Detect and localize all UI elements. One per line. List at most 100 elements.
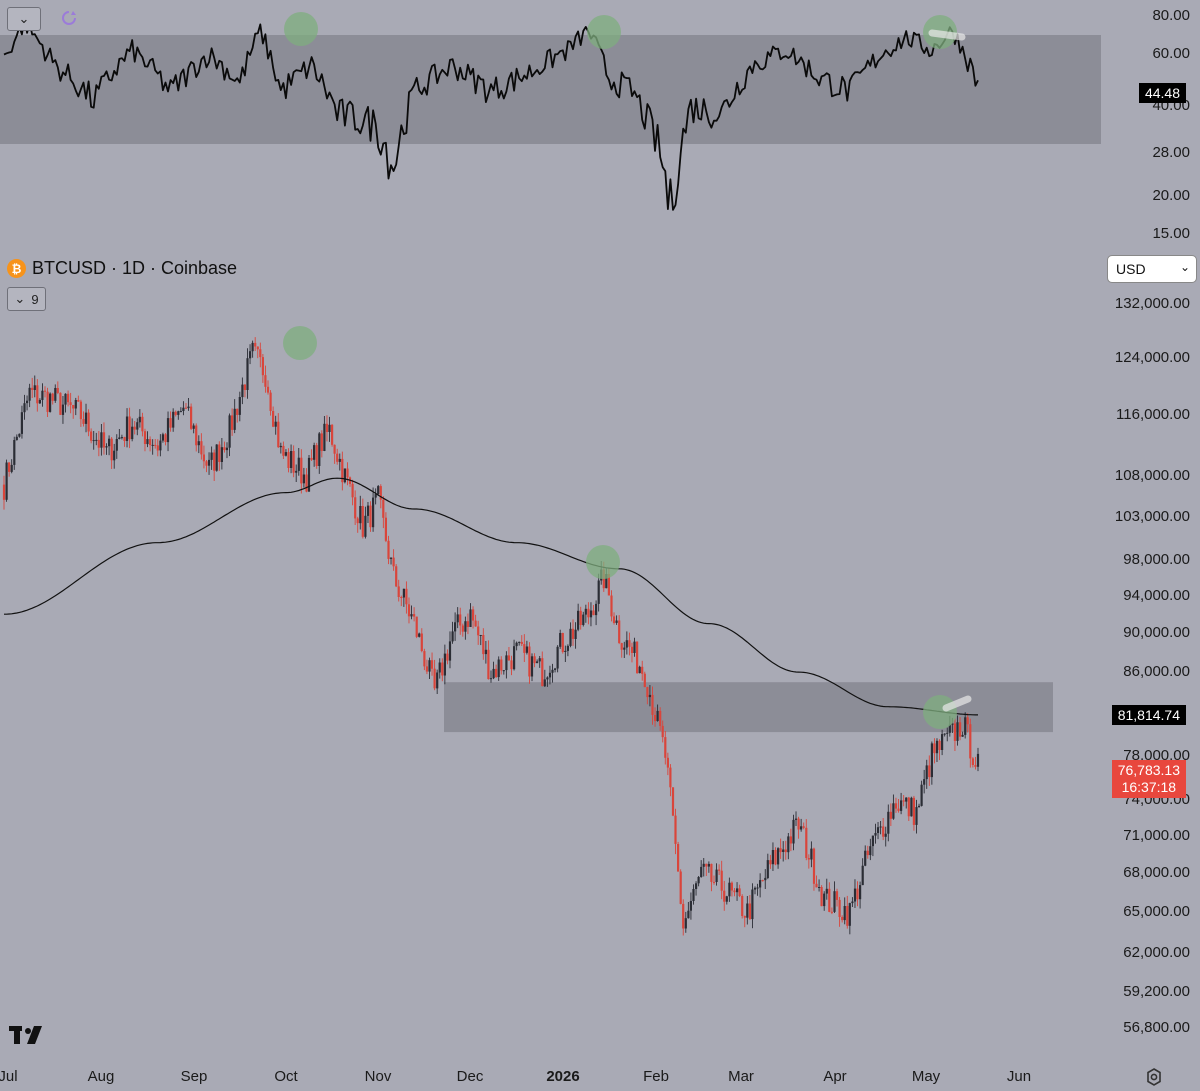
candle [543, 669, 546, 687]
candle [43, 386, 47, 398]
candle [26, 395, 29, 411]
candle [333, 444, 336, 464]
candle [407, 597, 411, 624]
candle [374, 488, 377, 505]
candle [36, 379, 39, 412]
candle [751, 883, 754, 929]
candle [49, 392, 52, 413]
candle [697, 876, 700, 887]
candle [310, 449, 313, 461]
candle [692, 884, 695, 905]
currency-value: USD [1116, 261, 1146, 277]
candle [502, 670, 505, 675]
candle [56, 381, 59, 395]
candle [554, 667, 557, 673]
candle [520, 635, 523, 646]
candle [418, 632, 421, 638]
candle [969, 718, 972, 768]
price-tick-label: 103,000.00 [1114, 508, 1190, 525]
candle [192, 423, 195, 434]
candle [882, 818, 885, 841]
candle [233, 399, 236, 434]
candle [892, 794, 895, 820]
candle [190, 403, 193, 430]
candle [395, 564, 398, 588]
candle [328, 416, 331, 442]
candle [712, 875, 716, 885]
highlight-marker [283, 326, 317, 360]
candle [366, 502, 370, 523]
candle [638, 665, 641, 674]
candle [423, 648, 426, 671]
candle [718, 864, 721, 875]
candle [577, 603, 580, 632]
candle [428, 657, 431, 679]
candle [730, 881, 733, 897]
candle [684, 911, 687, 933]
candle [938, 739, 941, 761]
candle [15, 434, 18, 441]
candle [856, 881, 859, 907]
currency-select[interactable]: USD ⌄ [1107, 255, 1197, 283]
candle [533, 653, 536, 668]
candle [743, 915, 746, 928]
candle [902, 795, 905, 807]
candle [753, 886, 757, 895]
indicators-toggle[interactable]: ⌄ 9 [7, 287, 46, 311]
candle [405, 581, 408, 614]
candle [61, 396, 65, 424]
candle [715, 863, 718, 886]
candle [612, 612, 616, 625]
candle [623, 641, 626, 658]
candle [151, 439, 154, 455]
bitcoin-icon: ₿ [7, 259, 26, 278]
candle [538, 656, 541, 668]
candle [523, 634, 526, 662]
candle [415, 616, 418, 639]
candle [331, 424, 334, 447]
candle [377, 485, 380, 496]
candle [161, 432, 164, 443]
gear-icon[interactable] [1145, 1068, 1163, 1086]
candle [82, 411, 85, 427]
candle [792, 814, 795, 851]
refresh-icon[interactable] [60, 9, 78, 27]
candle [841, 915, 844, 923]
candle [700, 860, 703, 878]
candle [123, 436, 126, 447]
candle [325, 415, 329, 442]
candle [835, 888, 839, 907]
candle [797, 816, 800, 839]
candle [546, 676, 549, 687]
candle [223, 441, 226, 453]
candle [118, 429, 121, 440]
ma-layer [4, 477, 978, 716]
highlight-marker [586, 545, 620, 579]
candle [574, 622, 577, 649]
last-price-value: 76,783.13 [1117, 762, 1180, 778]
candle [682, 899, 685, 936]
tradingview-logo[interactable] [9, 1024, 47, 1046]
candle [384, 512, 387, 543]
candle [489, 670, 493, 683]
highlight-marker [923, 695, 957, 729]
candle [138, 409, 141, 428]
candle [156, 439, 159, 457]
chevron-down-icon: ⌄ [1179, 260, 1190, 274]
candle [584, 604, 587, 623]
candle [184, 403, 188, 410]
candle [869, 838, 872, 861]
candle [812, 847, 816, 891]
candle [128, 407, 131, 449]
candle [200, 433, 203, 460]
candle [825, 878, 828, 900]
candle [341, 451, 344, 491]
candle [800, 818, 803, 832]
candle [46, 387, 49, 417]
candle [953, 718, 956, 751]
collapse-button[interactable]: ⌄ [7, 7, 41, 31]
candle [264, 365, 267, 393]
candle [771, 842, 774, 871]
candle [182, 401, 185, 416]
